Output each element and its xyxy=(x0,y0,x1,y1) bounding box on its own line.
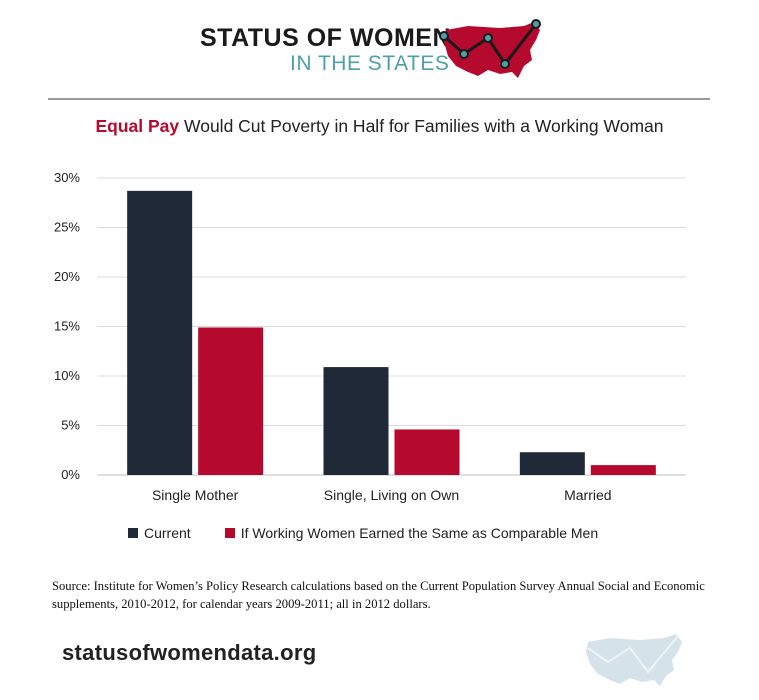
y-tick-label: 0% xyxy=(61,467,80,482)
website-link[interactable]: statusofwomendata.org xyxy=(62,640,317,665)
chart-title: Equal Pay Would Cut Poverty in Half for … xyxy=(0,116,759,137)
source-note: Source: Institute for Women’s Policy Res… xyxy=(52,579,705,611)
y-tick-label: 5% xyxy=(61,418,80,433)
bar-equal-pay xyxy=(198,327,264,475)
legend-label-equal-pay: If Working Women Earned the Same as Comp… xyxy=(240,525,599,541)
us-map-line-icon xyxy=(439,19,541,78)
brand-title: STATUS OF WOMEN xyxy=(200,24,451,52)
bar-current xyxy=(127,190,193,475)
bar-equal-pay xyxy=(590,465,656,475)
chart-legend: Current If Working Women Earned the Same… xyxy=(128,525,632,541)
legend-label-current: Current xyxy=(144,525,191,541)
legend-item-current: Current xyxy=(128,525,191,541)
y-tick-label: 30% xyxy=(54,170,80,185)
x-tick-label: Single Mother xyxy=(152,487,239,503)
x-tick-label: Married xyxy=(564,487,611,503)
legend-swatch-current xyxy=(128,528,138,538)
y-tick-label: 15% xyxy=(54,319,80,334)
legend-item-equal-pay: If Working Women Earned the Same as Comp… xyxy=(224,525,599,541)
brand-subtitle: IN THE STATES xyxy=(290,52,450,75)
bar-current xyxy=(323,367,389,475)
title-accent: Equal Pay xyxy=(95,116,180,136)
header-divider xyxy=(48,98,710,100)
title-rest: Would Cut Poverty in Half for Families w… xyxy=(179,116,664,136)
us-map-watermark-icon xyxy=(586,634,682,686)
bar-chart: 0% 5% 10% 15% 20% 25% 30% Single Mother Single, … xyxy=(54,170,686,503)
y-tick-label: 25% xyxy=(54,220,80,235)
x-tick-label: Single, Living on Own xyxy=(324,487,459,503)
bar-equal-pay xyxy=(394,429,460,475)
bar-current xyxy=(519,452,585,475)
legend-swatch-equal-pay xyxy=(224,528,235,538)
y-tick-label: 20% xyxy=(54,269,80,284)
y-tick-label: 10% xyxy=(54,368,80,383)
